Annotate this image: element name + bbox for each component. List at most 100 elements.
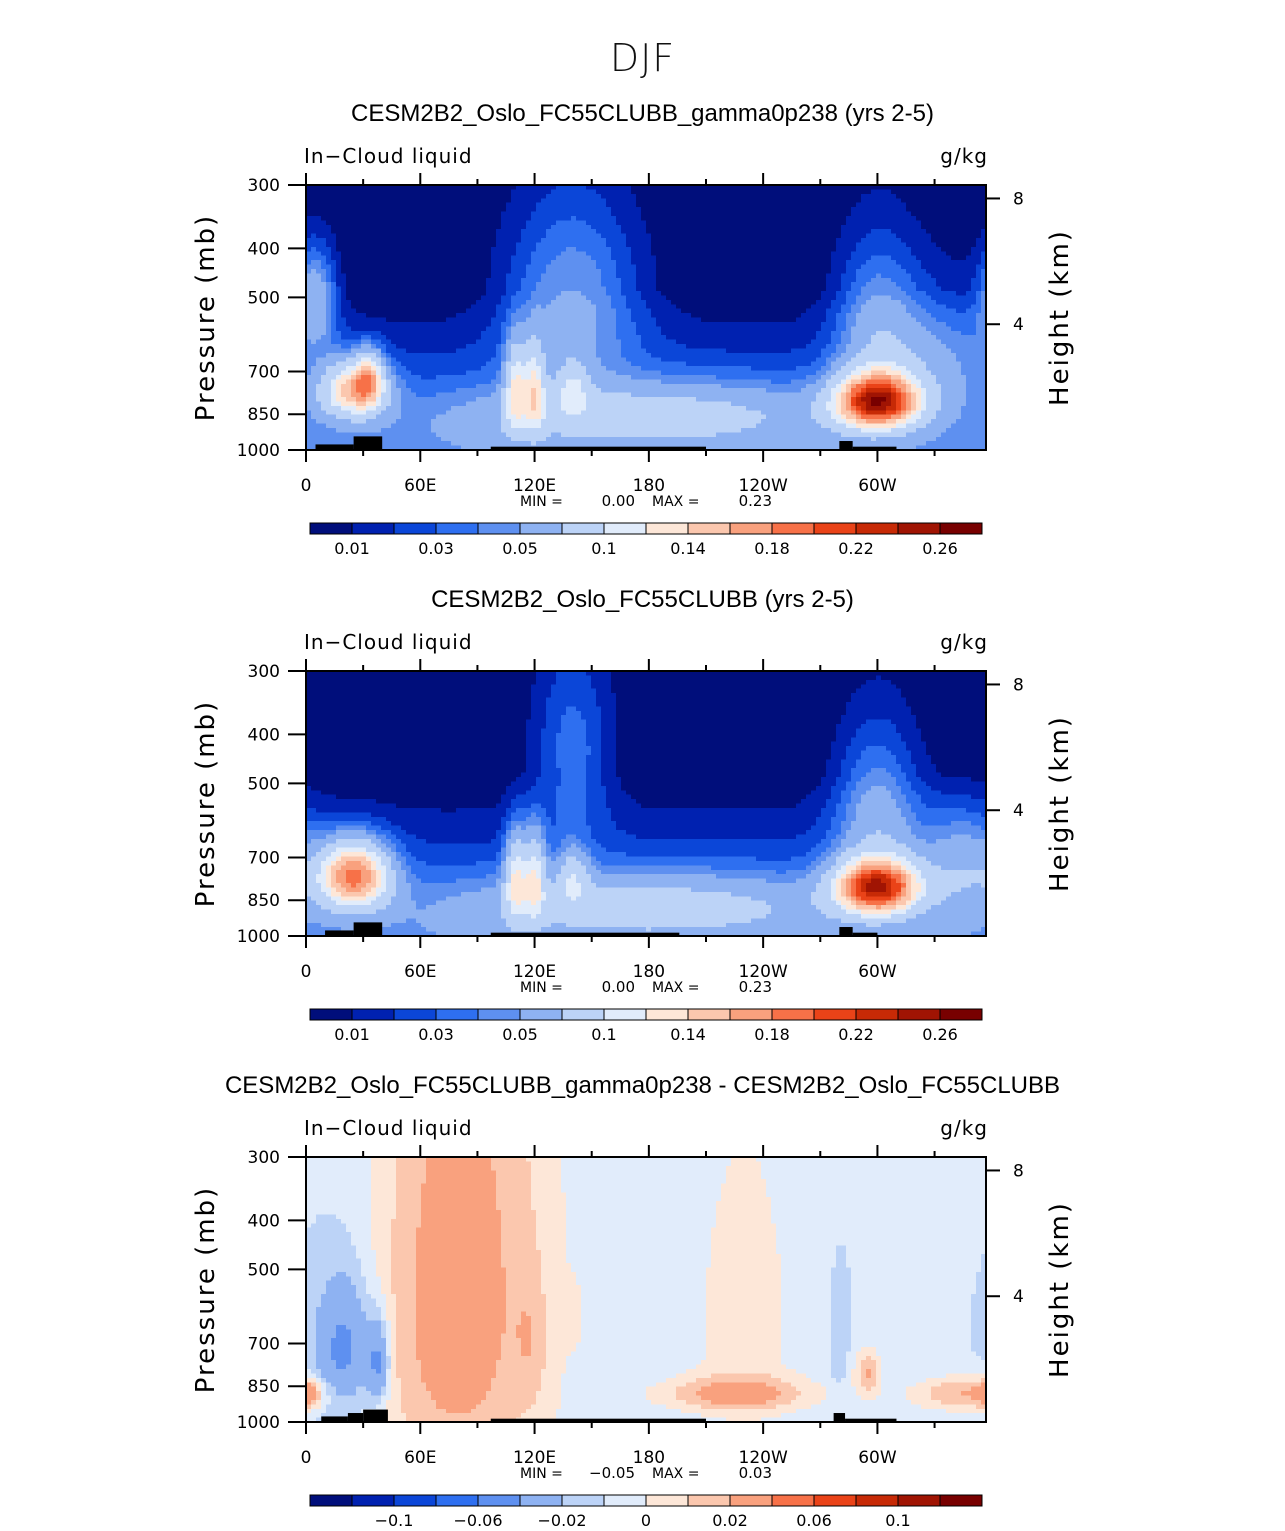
contour-cell (586, 242, 592, 248)
contour-cell (476, 304, 482, 310)
contour-cell (406, 198, 412, 204)
contour-cell (766, 268, 772, 274)
contour-cell (431, 251, 437, 257)
contour-cell (906, 313, 912, 319)
contour-cell (801, 220, 807, 226)
contour-cell (621, 246, 627, 252)
contour-cell (336, 255, 342, 261)
contour-cell (366, 304, 372, 310)
contour-cell (526, 330, 532, 336)
contour-cell (961, 233, 967, 239)
contour-cell (661, 202, 667, 208)
contour-cell (711, 260, 717, 266)
contour-cell (606, 317, 612, 323)
contour-cell (611, 260, 617, 266)
contour-cell (556, 268, 562, 274)
contour-cell (851, 207, 857, 213)
contour-cell (641, 339, 647, 345)
contour-cell (906, 215, 912, 221)
contour-cell (401, 264, 407, 270)
contour-cell (951, 238, 957, 244)
contour-cell (501, 286, 507, 292)
contour-cell (761, 321, 767, 327)
contour-cell (331, 215, 337, 221)
contour-cell (656, 202, 662, 208)
contour-cell (346, 308, 352, 314)
contour-cell (606, 207, 612, 213)
contour-cell (771, 246, 777, 252)
contour-cell (676, 251, 682, 257)
contour-cell (766, 260, 772, 266)
contour-cell (911, 211, 917, 217)
contour-cell (931, 238, 937, 244)
contour-cell (306, 344, 312, 350)
contour-cell (331, 282, 337, 288)
contour-cell (691, 246, 697, 252)
contour-cell (661, 268, 667, 274)
contour-cell (441, 295, 447, 301)
contour-cell (656, 308, 662, 314)
contour-cell (556, 282, 562, 288)
contour-cell (381, 317, 387, 323)
contour-cell (941, 339, 947, 345)
contour-cell (396, 220, 402, 226)
contour-cell (686, 282, 692, 288)
contour-cell (446, 198, 452, 204)
contour-cell (421, 229, 427, 235)
contour-cell (371, 242, 377, 248)
contour-cell (621, 313, 627, 319)
contour-cell (756, 299, 762, 305)
contour-cell (756, 277, 762, 283)
contour-cell (726, 238, 732, 244)
contour-cell (386, 224, 392, 230)
contour-cell (571, 238, 577, 244)
contour-cell (641, 202, 647, 208)
contour-cell (901, 317, 907, 323)
contour-cell (411, 220, 417, 226)
contour-cell (571, 229, 577, 235)
contour-cell (541, 282, 547, 288)
contour-cell (521, 233, 527, 239)
contour-cell (761, 330, 767, 336)
contour-cell (626, 246, 632, 252)
contour-cell (616, 291, 622, 297)
contour-cell (376, 264, 382, 270)
contour-cell (461, 273, 467, 279)
contour-cell (611, 264, 617, 270)
contour-cell (436, 299, 442, 305)
contour-cell (691, 220, 697, 226)
contour-cell (756, 330, 762, 336)
contour-cell (651, 344, 657, 350)
contour-cell (521, 229, 527, 235)
contour-cell (396, 185, 402, 191)
contour-cell (736, 238, 742, 244)
contour-cell (606, 313, 612, 319)
contour-cell (471, 295, 477, 301)
contour-cell (681, 185, 687, 191)
contour-cell (841, 198, 847, 204)
contour-cell (411, 215, 417, 221)
contour-cell (706, 224, 712, 230)
contour-cell (521, 251, 527, 257)
contour-cell (416, 185, 422, 191)
contour-cell (656, 299, 662, 305)
contour-cell (321, 282, 327, 288)
contour-cell (711, 299, 717, 305)
contour-cell (501, 326, 507, 332)
contour-cell (676, 313, 682, 319)
contour-cell (946, 207, 952, 213)
contour-cell (361, 260, 367, 266)
contour-cell (941, 291, 947, 297)
contour-cell (896, 317, 902, 323)
contour-cell (981, 335, 987, 341)
contour-cell (356, 330, 362, 336)
contour-cell (671, 185, 677, 191)
contour-cell (921, 242, 927, 248)
contour-cell (866, 295, 872, 301)
contour-cell (681, 215, 687, 221)
contour-cell (606, 268, 612, 274)
contour-cell (816, 264, 822, 270)
contour-cell (646, 238, 652, 244)
contour-cell (366, 282, 372, 288)
contour-cell (866, 264, 872, 270)
